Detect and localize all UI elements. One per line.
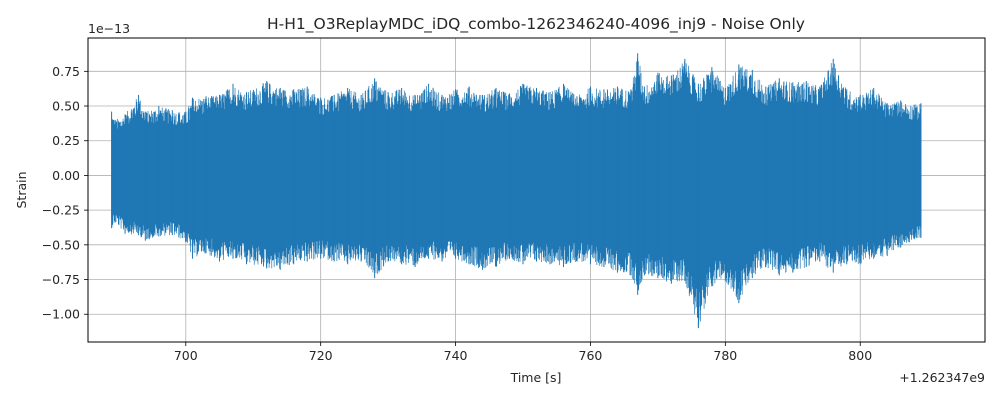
y-tick-label: −0.75 bbox=[42, 272, 80, 287]
data-series bbox=[111, 53, 922, 329]
chart-title: H-H1_O3ReplayMDC_iDQ_combo-1262346240-40… bbox=[267, 15, 805, 34]
y-tick-label: −0.50 bbox=[42, 237, 80, 252]
y-tick-label: 0.25 bbox=[52, 133, 80, 148]
x-tick-label: 740 bbox=[444, 348, 468, 363]
y-tick-label: −0.25 bbox=[42, 203, 80, 218]
y-tick-label: 0.00 bbox=[52, 168, 80, 183]
y-tick-label: −1.00 bbox=[42, 307, 80, 322]
x-axis-label: Time [s] bbox=[510, 370, 562, 385]
x-tick-label: 720 bbox=[309, 348, 333, 363]
x-tick-label: 800 bbox=[848, 348, 872, 363]
y-axis-scale-label: 1e−13 bbox=[88, 21, 130, 36]
x-tick-label: 700 bbox=[174, 348, 198, 363]
axis-ticks: 700 720 740 760 780 800 −1.00 −0.75 −0.50 −0.25 0.… bbox=[42, 64, 873, 363]
y-tick-label: 0.50 bbox=[52, 99, 80, 114]
x-tick-label: 760 bbox=[579, 348, 603, 363]
x-tick-label: 780 bbox=[713, 348, 737, 363]
x-axis-offset-label: +1.262347e9 bbox=[899, 370, 985, 385]
y-tick-label: 0.75 bbox=[52, 64, 80, 79]
y-axis-label: Strain bbox=[14, 171, 29, 208]
plot-frame bbox=[87, 37, 986, 343]
